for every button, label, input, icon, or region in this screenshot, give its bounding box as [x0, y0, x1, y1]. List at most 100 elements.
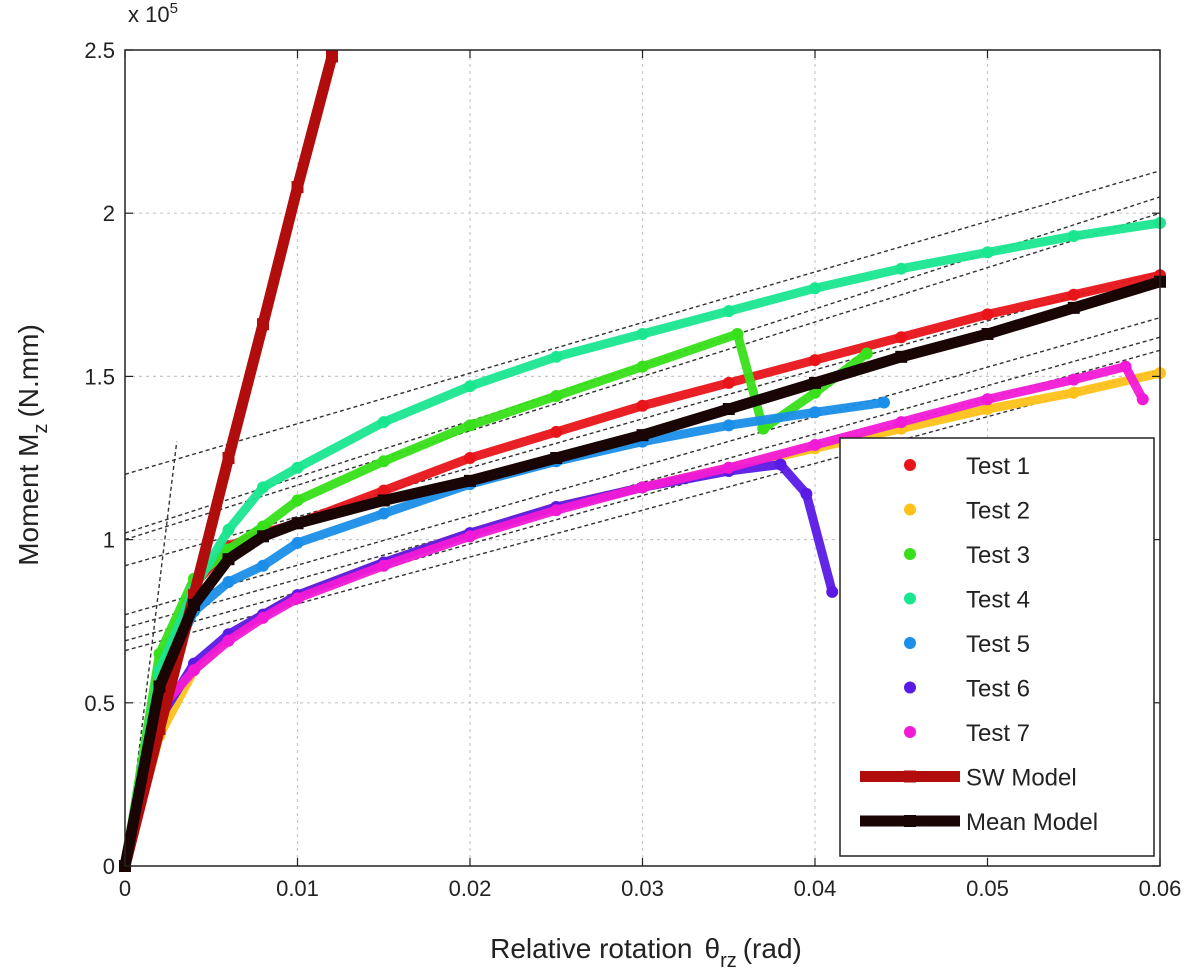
series-test-6 — [119, 458, 839, 872]
y-tick-label: 0.5 — [84, 691, 115, 716]
legend-label: Test 2 — [966, 498, 1030, 525]
data-point — [550, 452, 563, 464]
data-point — [636, 360, 649, 373]
legend-swatch — [904, 726, 916, 738]
data-point — [464, 380, 476, 393]
data-point — [377, 507, 390, 520]
data-point — [291, 536, 304, 549]
legend-item: Test 7 — [904, 720, 1030, 747]
legend-swatch — [904, 548, 916, 560]
series-test-7 — [119, 360, 1149, 872]
data-point — [722, 376, 735, 389]
data-point — [222, 634, 235, 647]
data-point — [291, 494, 304, 507]
data-point — [188, 598, 200, 611]
x-tick-label: 0.02 — [449, 876, 492, 901]
data-point — [1119, 360, 1132, 373]
data-point — [550, 389, 563, 402]
x-tick-label: 0.04 — [794, 876, 837, 901]
y-tick-label: 0 — [103, 854, 115, 879]
legend-item: Mean Model — [860, 809, 1098, 836]
legend-swatch — [904, 681, 916, 694]
y-tick-label: 1 — [103, 528, 115, 553]
data-point — [895, 350, 908, 363]
data-point — [826, 585, 839, 598]
data-point — [377, 559, 390, 572]
data-point — [1067, 301, 1080, 314]
data-point — [800, 487, 813, 500]
legend-label: SW Model — [966, 765, 1077, 792]
x-axis-title: Relative rotation θrz (rad) — [490, 933, 802, 970]
data-point — [981, 393, 994, 406]
data-point — [188, 664, 200, 677]
data-point — [981, 327, 994, 340]
data-point — [257, 318, 269, 331]
data-point — [722, 461, 735, 474]
legend-label: Test 5 — [966, 631, 1030, 658]
data-point — [1067, 386, 1080, 399]
data-point — [895, 262, 908, 275]
fit-line — [124, 212, 1161, 541]
legend-marker — [904, 770, 916, 783]
y-axis-title: Moment Mz(N.mm) — [13, 324, 52, 566]
data-point — [860, 347, 873, 360]
data-point — [809, 354, 821, 367]
data-point — [464, 419, 476, 432]
x-tick-label: 0.03 — [621, 876, 664, 901]
x-tick-label: 0.01 — [276, 876, 319, 901]
x-axis-ticks: 0 0.01 0.02 0.03 0.04 0.05 0.06 — [119, 50, 1182, 901]
legend-swatch — [904, 459, 916, 471]
legend-item: Test 3 — [904, 542, 1030, 569]
data-point — [731, 327, 744, 340]
legend-marker — [904, 815, 916, 827]
series-line — [120, 218, 1165, 871]
data-point — [809, 406, 821, 419]
data-point — [809, 386, 821, 399]
data-point — [257, 530, 269, 543]
data-point — [774, 458, 787, 471]
data-point — [636, 399, 649, 412]
data-point — [809, 282, 821, 295]
data-point — [722, 403, 735, 416]
data-point — [291, 592, 304, 605]
data-point — [981, 246, 994, 259]
data-point — [291, 181, 304, 194]
data-point — [464, 474, 476, 487]
legend-item: Test 4 — [904, 587, 1030, 614]
fit-line — [124, 271, 1161, 567]
legend-item: SW Model — [860, 765, 1077, 792]
data-point — [722, 305, 735, 318]
data-point — [636, 327, 649, 340]
legend-item: Test 2 — [904, 498, 1030, 525]
series-test-3 — [119, 327, 873, 872]
legend-swatch — [904, 503, 916, 516]
data-point — [1067, 373, 1080, 386]
legend: Test 1 Test 2 Test 3 Test 4 Test 5 Test 6 Test… — [839, 437, 1155, 857]
data-point — [550, 425, 563, 438]
data-point — [878, 396, 890, 409]
data-point — [981, 403, 994, 416]
x-tick-label: 0 — [119, 876, 131, 901]
data-point — [291, 461, 304, 474]
data-point — [1067, 288, 1080, 301]
legend-swatch — [904, 637, 916, 649]
x-tick-label: 0.06 — [1139, 876, 1182, 901]
data-point — [291, 517, 304, 530]
y-tick-label: 2 — [103, 201, 115, 226]
data-point — [981, 308, 994, 321]
legend-item: Test 5 — [904, 631, 1030, 658]
data-point — [636, 429, 649, 442]
legend-label: Mean Model — [966, 809, 1098, 836]
legend-label: Test 6 — [966, 676, 1030, 703]
data-point — [550, 350, 563, 363]
data-point — [377, 416, 390, 429]
y-tick-label: 2.5 — [84, 38, 115, 63]
legend-label: Test 7 — [966, 720, 1030, 747]
data-point — [895, 331, 908, 344]
data-point — [257, 481, 269, 494]
data-point — [222, 523, 235, 536]
data-point — [809, 376, 821, 389]
y-axis-ticks: 0 0.5 1 1.5 2 2.5 — [84, 38, 1160, 879]
fit-line — [124, 316, 1161, 616]
